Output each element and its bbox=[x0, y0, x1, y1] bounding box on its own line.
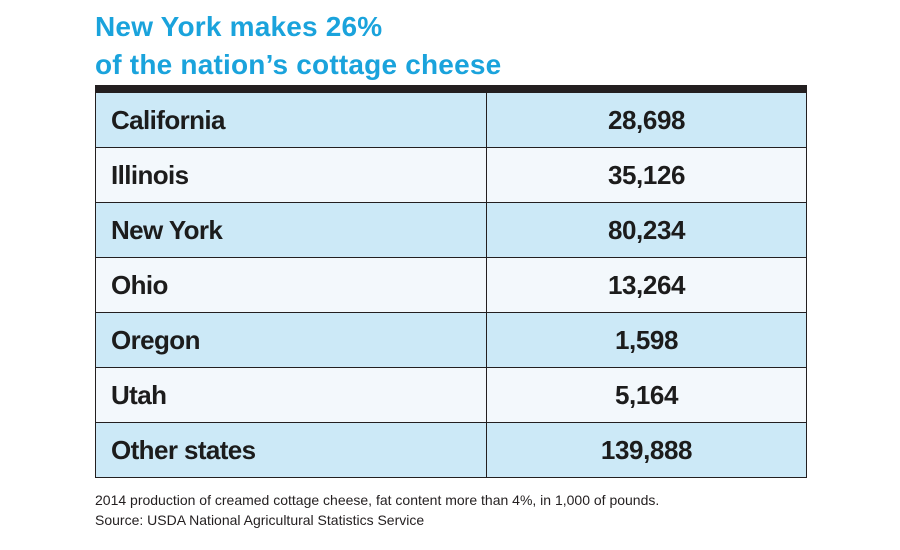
production-value-cell: 1,598 bbox=[486, 312, 807, 368]
production-value-cell: 13,264 bbox=[486, 257, 807, 313]
table-row: Oregon 1,598 bbox=[95, 312, 807, 368]
state-name-cell: California bbox=[95, 93, 487, 148]
production-table-grid: California 28,698 Illinois 35,126 New York 80… bbox=[95, 93, 807, 478]
state-name-cell: Other states bbox=[95, 422, 487, 478]
table-row: Utah 5,164 bbox=[95, 367, 807, 423]
table-row: Other states 139,888 bbox=[95, 422, 807, 478]
state-name-cell: Illinois bbox=[95, 147, 487, 203]
table-row: New York 80,234 bbox=[95, 202, 807, 258]
footnote-description: 2014 production of creamed cottage chees… bbox=[95, 492, 660, 508]
table-top-rule bbox=[95, 85, 807, 93]
table-row: Ohio 13,264 bbox=[95, 257, 807, 313]
production-value-cell: 28,698 bbox=[486, 93, 807, 148]
chart-title: New York makes 26% of the nation’s cotta… bbox=[95, 8, 501, 84]
footnote-source: Source: USDA National Agricultural Stati… bbox=[95, 512, 425, 528]
state-name-cell: Utah bbox=[95, 367, 487, 423]
production-table: California 28,698 Illinois 35,126 New York 80… bbox=[95, 85, 807, 478]
state-name-cell: Ohio bbox=[95, 257, 487, 313]
state-name-cell: Oregon bbox=[95, 312, 487, 368]
table-row: Illinois 35,126 bbox=[95, 147, 807, 203]
production-value-cell: 80,234 bbox=[486, 202, 807, 258]
footnote: 2014 production of creamed cottage chees… bbox=[95, 490, 659, 530]
chart-title-line-2: of the nation’s cottage cheese bbox=[95, 49, 502, 80]
table-body: California 28,698 Illinois 35,126 New York 80… bbox=[95, 93, 807, 478]
table-row: California 28,698 bbox=[95, 93, 807, 148]
production-value-cell: 5,164 bbox=[486, 367, 807, 423]
production-value-cell: 35,126 bbox=[486, 147, 807, 203]
state-name-cell: New York bbox=[95, 202, 487, 258]
chart-title-line-1: New York makes 26% bbox=[95, 11, 383, 42]
production-value-cell: 139,888 bbox=[486, 422, 807, 478]
